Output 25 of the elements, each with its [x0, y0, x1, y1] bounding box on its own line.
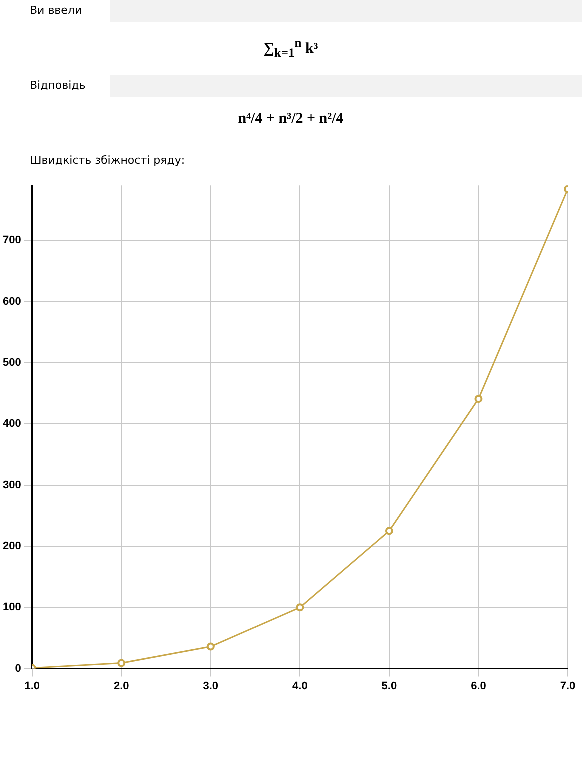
point: [296, 604, 304, 612]
y-tick-label: 300: [2, 479, 22, 492]
x-tick-label: 3.0: [203, 680, 219, 692]
y-tick-label: 600: [2, 296, 22, 308]
text: ∑$_{k=1}$$^{n}$ k³: [262, 35, 320, 62]
y-tick-label: 400: [2, 418, 22, 430]
y-tick-label: 100: [2, 602, 22, 614]
y-tick-label: 0: [15, 662, 22, 675]
text: n⁴/4 + n³/2 + n²/4: [237, 110, 345, 129]
point: [474, 395, 483, 404]
text: Ви ввели: [0, 0, 582, 22]
x-tick-label: 4.0: [292, 680, 308, 692]
point: [206, 642, 215, 651]
text: Відповідь: [0, 75, 582, 97]
x-tick-label: 2.0: [114, 680, 130, 692]
y-tick-label: 500: [2, 357, 22, 370]
x-tick-label: 5.0: [382, 680, 398, 692]
point: [118, 659, 126, 668]
x-tick-label: 6.0: [471, 680, 486, 692]
y-tick-label: 700: [2, 234, 22, 247]
chart-title: Швидкість збіжності ряду:: [29, 153, 186, 169]
point: [385, 527, 394, 536]
x-tick-label: 1.0: [24, 680, 40, 692]
y-tick-label: 200: [2, 540, 22, 552]
x-tick-label: 7.0: [560, 680, 576, 692]
